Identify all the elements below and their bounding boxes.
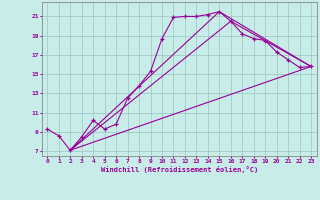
X-axis label: Windchill (Refroidissement éolien,°C): Windchill (Refroidissement éolien,°C) — [100, 166, 258, 173]
